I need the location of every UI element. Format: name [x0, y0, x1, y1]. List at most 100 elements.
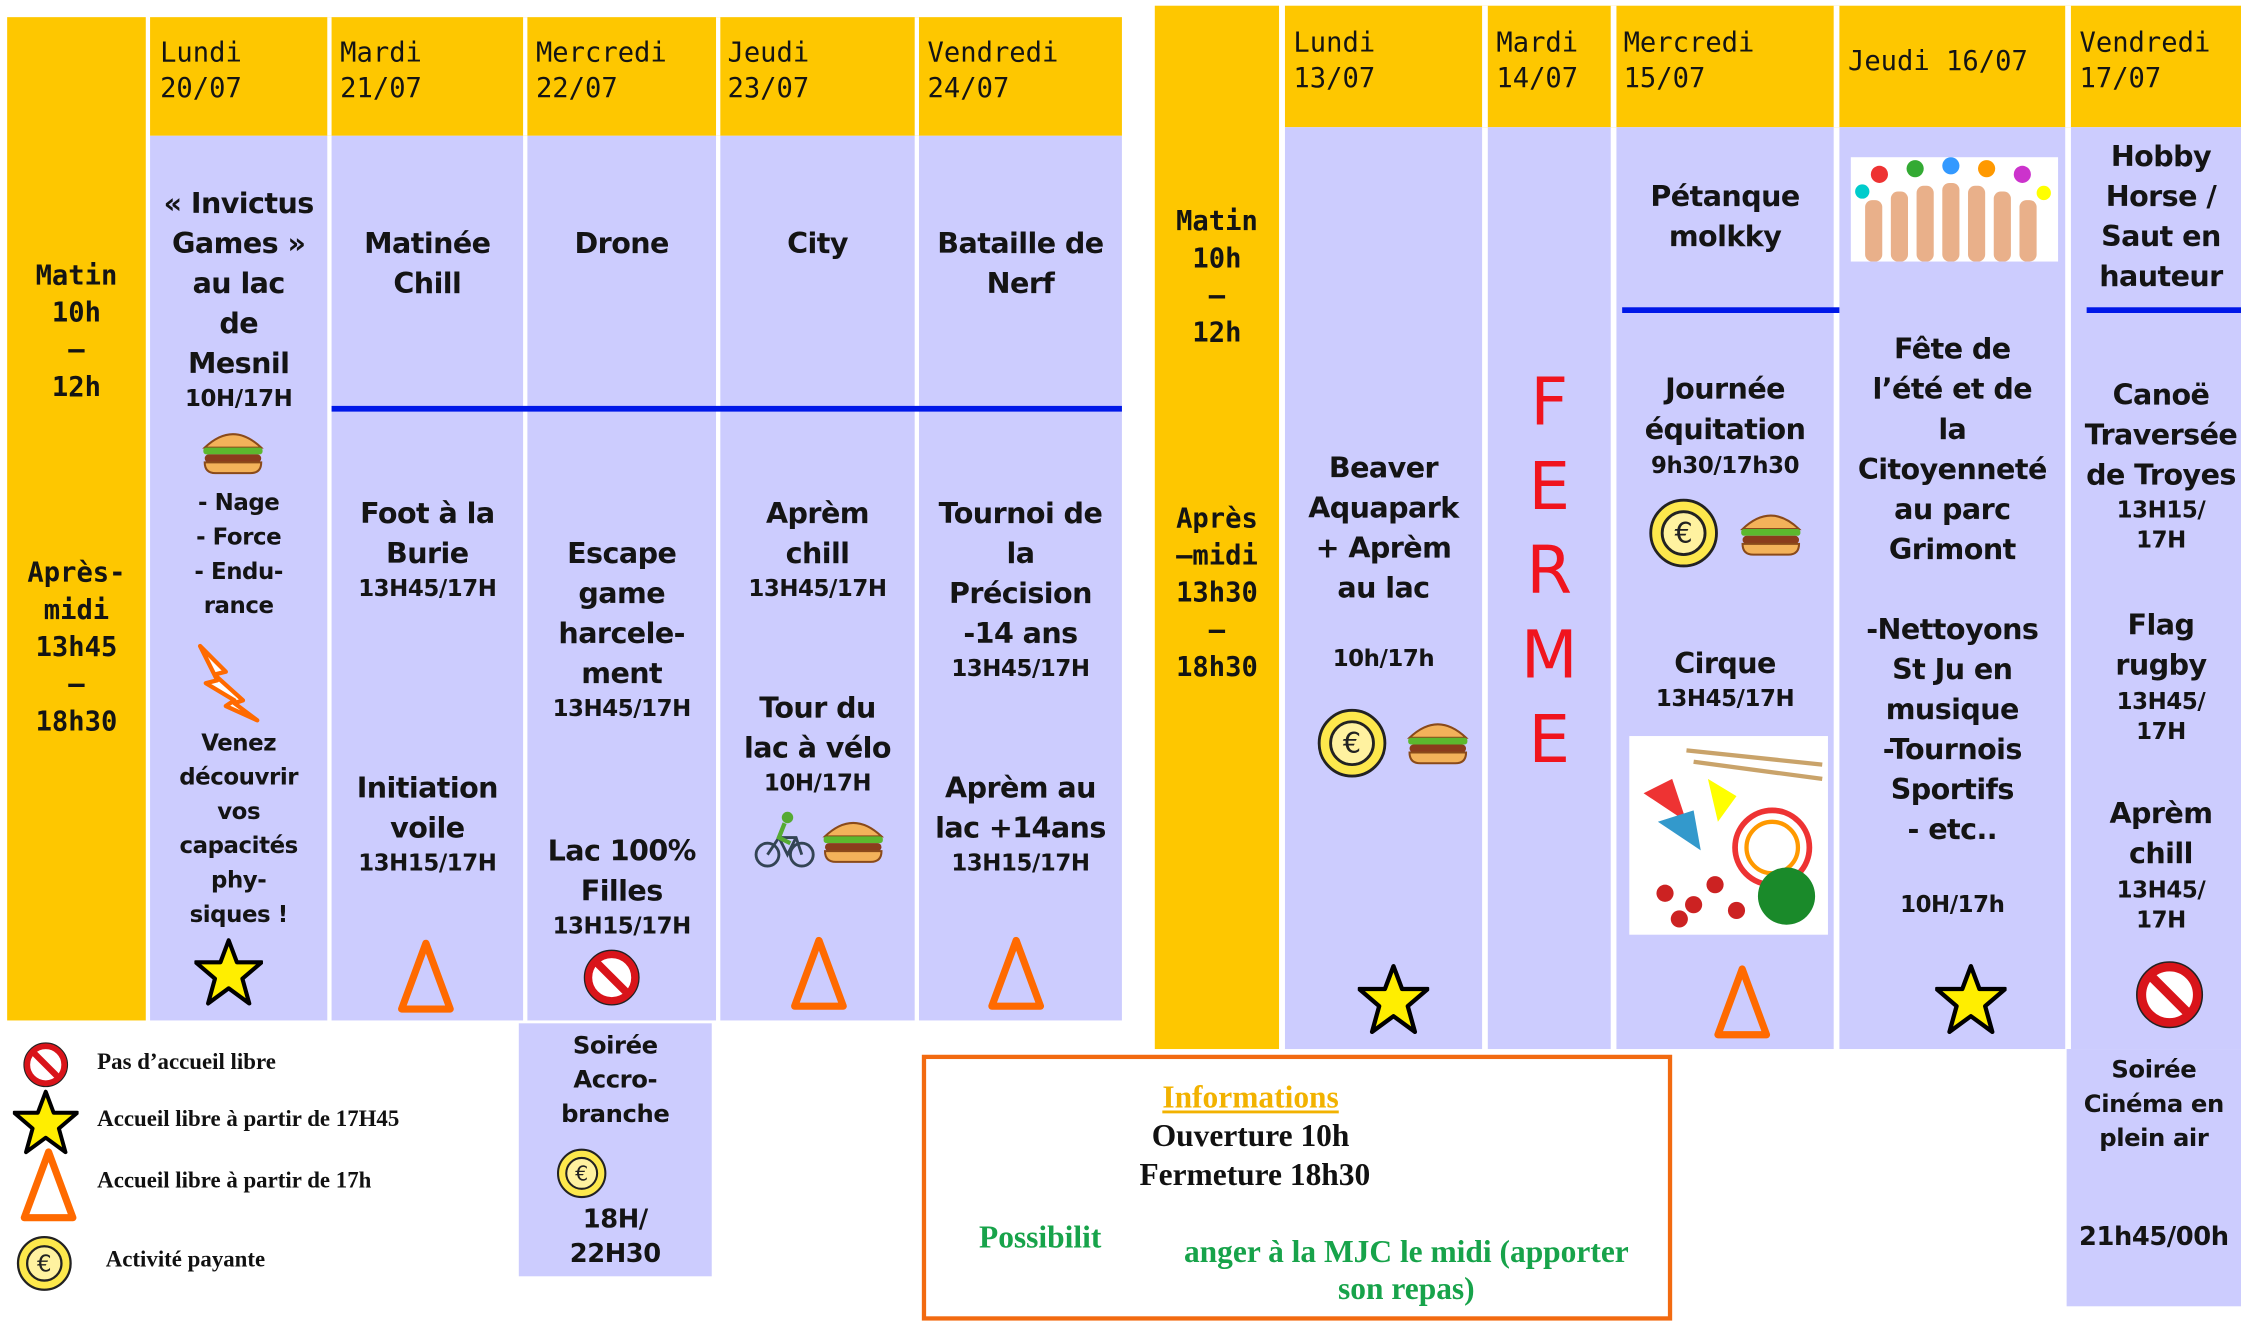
activity-title: Tour du lac à vélo — [744, 690, 892, 765]
activity-title: Flag rugby — [2115, 607, 2207, 682]
activity-title: Initiation voile — [356, 770, 499, 845]
activity-time: 9h30/17h30 — [1651, 451, 1800, 479]
activity-title: Drone — [574, 225, 670, 261]
legend-entry: Accueil libre à partir de 17h — [97, 1169, 372, 1194]
activity-title: Fête de l’été et de la Citoyenneté au pa… — [1857, 331, 2048, 566]
separator — [1610, 5, 1617, 128]
slot-column — [7, 17, 146, 1021]
header-row — [150, 17, 1122, 136]
slot-label: Matin 10h – 12h — [1176, 205, 1258, 349]
activity-time: 13H15/17H — [358, 848, 497, 877]
closed-label: F E R M E — [1520, 363, 1578, 778]
icon-meal — [1740, 514, 1802, 556]
icon-coin — [16, 1235, 72, 1291]
activity-time: 13H45/ 17H — [2116, 687, 2206, 745]
activity-time: 10H/17H — [185, 384, 293, 412]
day-column — [1487, 127, 1611, 1050]
divider — [331, 405, 1122, 412]
circus-image — [1629, 736, 1828, 935]
separator — [2065, 5, 2071, 128]
separator — [523, 17, 528, 136]
day-header: Mardi 21/07 — [340, 37, 422, 105]
divider — [1622, 307, 1840, 313]
separator — [1279, 5, 1285, 1050]
legend-entry: Pas d’accueil libre — [97, 1050, 276, 1075]
day-header: Jeudi 16/07 — [1847, 45, 2028, 78]
day-header: Lundi 20/07 — [160, 37, 242, 105]
activity-time: 13H45/17H — [1655, 684, 1795, 712]
divider — [2086, 307, 2241, 313]
header-row — [1284, 5, 2241, 128]
icon-triangle — [20, 1146, 77, 1223]
day-header: Mercredi 15/07 — [1623, 27, 1755, 95]
activity-title: Escape game harcele- ment — [558, 535, 685, 691]
activity-time: 13H45/17H — [951, 654, 1090, 682]
day-column — [720, 135, 915, 1021]
evening-time: 21h45/00h — [2079, 1221, 2229, 1252]
activity-title: City — [787, 225, 848, 261]
separator — [716, 17, 721, 136]
icon-coin — [556, 1148, 607, 1199]
icon-triangle — [397, 938, 454, 1015]
icon-triangle — [1714, 963, 1771, 1040]
info-text: anger à la MJC le midi (apporter son rep… — [1183, 1233, 1629, 1307]
icon-meal — [822, 821, 884, 863]
activity-time: 13H15/17H — [552, 911, 692, 939]
activity-title: Tournoi de la Précision -14 ans — [938, 495, 1103, 651]
separator — [1833, 5, 1840, 128]
day-column — [1839, 127, 2066, 1050]
icon-meal — [202, 433, 264, 475]
activity-title: Beaver Aquapark + Aprèm au lac — [1308, 450, 1459, 605]
activity-title: Matinée Chill — [364, 225, 491, 301]
activity-time: 13H45/17H — [358, 574, 497, 602]
evening-title: Soirée Cinéma en plein air — [2083, 1056, 2224, 1154]
slot-label: Après –midi 13h30 – 18h30 — [1176, 503, 1258, 684]
evening-cell — [518, 1023, 712, 1277]
activity-title: « Invictus Games » au lac de Mesnil — [163, 185, 315, 381]
day-header: Jeudi 23/07 — [727, 37, 810, 105]
slot-column — [1154, 5, 1280, 1050]
slot-label: Après- midi 13h45 – 18h30 — [27, 557, 126, 738]
icon-star — [12, 1089, 79, 1155]
activity-title: Pétanque molkky — [1650, 178, 1800, 253]
legend-entry: Activité payante — [105, 1247, 266, 1272]
icon-star — [1935, 963, 2006, 1034]
activity-time: 13H15/ 17H — [2116, 495, 2206, 554]
day-column — [331, 135, 524, 1021]
activity-list: - Nage - Force - Endu- rance — [194, 488, 283, 619]
separator — [1482, 5, 1488, 128]
icon-triangle — [790, 935, 847, 1012]
icon-coin — [1317, 708, 1387, 778]
activity-title: Aprèm chill — [2109, 796, 2213, 871]
activity-title: Canoë Traversée de Troyes — [2084, 377, 2238, 492]
icon-star — [1358, 963, 1429, 1034]
activity-time: 10h/17h — [1332, 644, 1435, 672]
day-header: Vendredi 17/07 — [2079, 27, 2211, 95]
day-column — [2070, 127, 2241, 1050]
activity-time: 13H15/17H — [951, 848, 1090, 877]
activity-time: 10H/17H — [763, 768, 872, 797]
info-text: Ouverture 10h — [1151, 1117, 1350, 1154]
activity-title: Aprèm chill — [765, 495, 870, 571]
icon-bike — [754, 811, 815, 868]
evening-time: 18H/ 22H30 — [569, 1204, 661, 1270]
icon-no-entry — [23, 1042, 69, 1088]
icon-lightning — [197, 643, 260, 723]
day-column — [150, 135, 328, 1021]
day-header: Lundi 13/07 — [1293, 27, 1376, 95]
activity-title: Aprèm au lac +14ans — [935, 770, 1106, 845]
activity-title: Hobby Horse / Saut en hauteur — [2099, 138, 2223, 293]
day-header: Vendredi 24/07 — [927, 37, 1059, 105]
info-text: Possibilit — [979, 1219, 1102, 1255]
hands-image — [1850, 157, 2059, 262]
day-column — [918, 135, 1122, 1021]
icon-no-entry — [583, 949, 640, 1006]
evening-title: Soirée Accro- branche — [561, 1031, 670, 1130]
activity-list: -Nettoyons St Ju en musique -Tournois Sp… — [1866, 611, 2039, 847]
activity-title: Lac 100% Filles — [547, 833, 697, 908]
separator — [327, 17, 332, 136]
activity-time: 13H45/17H — [748, 574, 887, 602]
